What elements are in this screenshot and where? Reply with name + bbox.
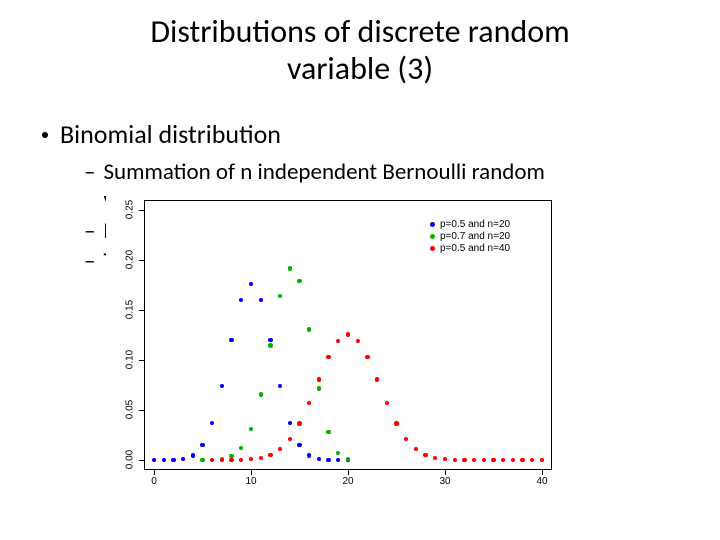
bullet-dash-icon: – xyxy=(84,217,95,245)
data-point xyxy=(297,421,301,425)
data-point xyxy=(259,392,263,396)
data-point xyxy=(423,453,427,457)
data-point xyxy=(259,456,263,460)
data-point xyxy=(307,453,311,457)
y-tick-label: 0.15 xyxy=(125,298,136,322)
x-tick xyxy=(251,470,252,475)
data-point xyxy=(200,443,204,447)
data-point xyxy=(297,443,301,447)
data-point xyxy=(229,458,233,462)
legend-dot-icon xyxy=(430,234,435,239)
data-point xyxy=(317,377,321,381)
slide: Distributions of discrete random variabl… xyxy=(0,0,720,540)
bullet-level1: Binomial distribution xyxy=(42,118,281,150)
y-tick xyxy=(139,360,144,361)
legend-item: p=0.5 and n=40 xyxy=(430,242,510,254)
legend-label: p=0.5 and n=20 xyxy=(440,219,510,230)
x-tick-label: 10 xyxy=(241,476,261,487)
y-tick-label: 0.10 xyxy=(125,348,136,372)
data-point xyxy=(375,377,379,381)
y-tick xyxy=(139,310,144,311)
legend-dot-icon xyxy=(430,246,435,251)
data-point xyxy=(346,332,350,336)
y-tick xyxy=(139,410,144,411)
data-point xyxy=(462,458,466,462)
legend-label: p=0.5 and n=40 xyxy=(440,243,510,254)
data-point xyxy=(162,458,166,462)
data-point xyxy=(171,458,175,462)
data-point xyxy=(520,458,524,462)
data-point xyxy=(229,338,233,342)
data-point xyxy=(326,458,330,462)
x-tick xyxy=(348,470,349,475)
y-tick xyxy=(139,210,144,211)
legend-item: p=0.5 and n=20 xyxy=(430,218,510,230)
x-tick xyxy=(154,470,155,475)
data-point xyxy=(268,338,272,342)
data-point xyxy=(491,458,495,462)
x-tick xyxy=(542,470,543,475)
title-line-1: Distributions of discrete random xyxy=(150,12,569,51)
legend-item: p=0.7 and n=20 xyxy=(430,230,510,242)
chart-container: 0 10 20 30 40 0.00 0.05 0.10 0.15 0.20 0.25 p=0.5 a… xyxy=(106,188,560,504)
data-point xyxy=(268,453,272,457)
x-tick xyxy=(445,470,446,475)
y-tick-label: 0.25 xyxy=(125,198,136,222)
legend: p=0.5 and n=20p=0.7 and n=20p=0.5 and n=… xyxy=(430,218,510,254)
y-tick-label: 0.20 xyxy=(125,248,136,272)
data-point xyxy=(288,437,292,441)
bullet-l1-text: Binomial distribution xyxy=(60,118,281,150)
data-point xyxy=(326,355,330,359)
bullet-dot-icon xyxy=(42,132,48,138)
data-point xyxy=(356,339,360,343)
data-point xyxy=(191,453,195,457)
data-point xyxy=(453,458,457,462)
data-point xyxy=(317,457,321,461)
title-line-2: variable (3) xyxy=(287,49,433,88)
y-tick-label: 0.05 xyxy=(125,398,136,422)
data-point xyxy=(268,343,272,347)
bullet-dash-icon: – xyxy=(84,247,95,275)
data-point xyxy=(317,386,321,390)
bullet-dash-icon: – xyxy=(84,158,95,186)
slide-title: Distributions of discrete random variabl… xyxy=(0,14,720,88)
y-tick-label: 0.00 xyxy=(125,448,136,472)
x-tick-label: 0 xyxy=(144,476,164,487)
data-point xyxy=(394,421,398,425)
y-tick xyxy=(139,460,144,461)
legend-dot-icon xyxy=(430,222,435,227)
data-point xyxy=(288,266,292,270)
data-point xyxy=(200,458,204,462)
data-point xyxy=(365,355,369,359)
y-tick xyxy=(139,260,144,261)
legend-label: p=0.7 and n=20 xyxy=(440,231,510,242)
data-point xyxy=(385,401,389,405)
x-tick-label: 20 xyxy=(338,476,358,487)
data-point xyxy=(297,279,301,283)
x-tick-label: 30 xyxy=(435,476,455,487)
data-point xyxy=(259,298,263,302)
x-tick-label: 40 xyxy=(532,476,552,487)
